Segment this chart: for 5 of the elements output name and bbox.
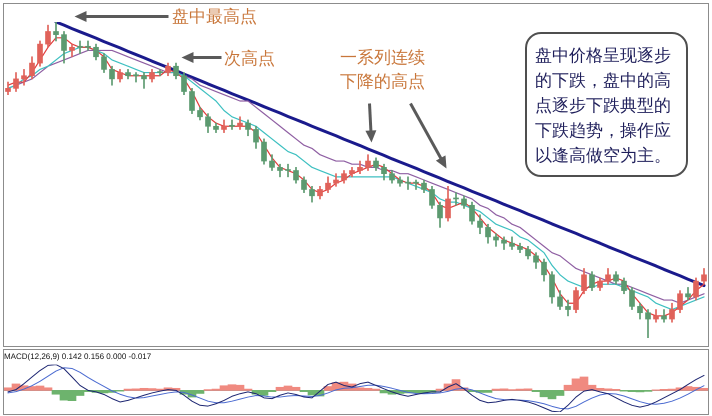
annotation: 盘中最高点 xyxy=(172,7,257,28)
annotation: 一系列连续下降的高点 xyxy=(340,47,426,94)
annotation: 盘中价格呈现逐步的下跌，盘中的高点逐步下跌典型的下跌趋势，操作应以逢高做空为主。 xyxy=(535,45,672,168)
chart-title: MACD(12,26,9) 0.142 0.156 0.000 -0.017 xyxy=(4,352,152,362)
annotation: 次高点 xyxy=(224,49,275,70)
